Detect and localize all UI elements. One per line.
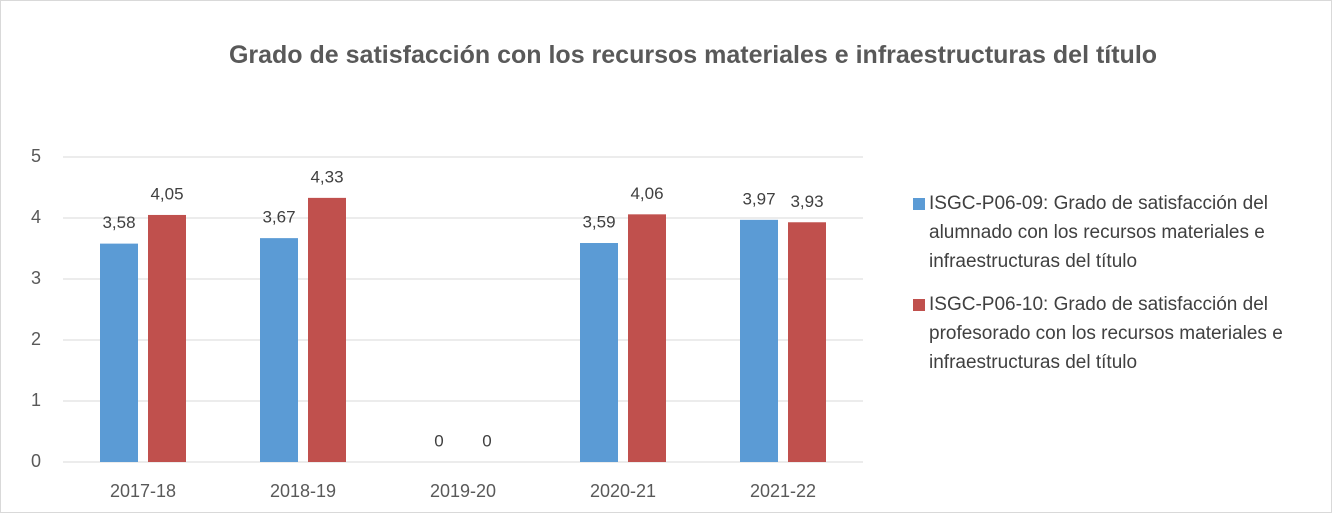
y-tick-label: 0 — [31, 451, 41, 471]
data-label: 4,33 — [310, 167, 343, 186]
y-tick-label: 3 — [31, 268, 41, 288]
legend-swatch — [913, 299, 925, 311]
bar — [580, 243, 618, 462]
y-tick-label: 5 — [31, 146, 41, 166]
x-tick-label: 2018-19 — [270, 481, 336, 501]
legend-item: ISGC-P06-09: Grado de satisfacción del a… — [913, 189, 1299, 276]
chart-title: Grado de satisfacción con los recursos m… — [228, 41, 1158, 69]
bar — [740, 219, 778, 462]
bar — [628, 214, 666, 462]
data-label: 3,59 — [582, 212, 615, 231]
data-label: 3,93 — [790, 192, 823, 211]
data-label: 3,58 — [102, 213, 135, 232]
y-tick-label: 1 — [31, 390, 41, 410]
bar — [148, 214, 186, 462]
bar — [788, 222, 826, 462]
legend: ISGC-P06-09: Grado de satisfacción del a… — [913, 189, 1313, 391]
x-tick-label: 2021-22 — [750, 481, 816, 501]
legend-label: ISGC-P06-09: Grado de satisfacción del a… — [929, 193, 1269, 272]
legend-item: ISGC-P06-10: Grado de satisfacción del p… — [913, 290, 1299, 377]
legend-label: ISGC-P06-10: Grado de satisfacción del p… — [929, 294, 1283, 373]
y-tick-label: 2 — [31, 329, 41, 349]
bar — [100, 243, 138, 462]
data-label: 0 — [434, 431, 443, 450]
x-tick-label: 2019-20 — [430, 481, 496, 501]
legend-swatch — [913, 198, 925, 210]
data-label: 4,06 — [630, 184, 663, 203]
data-label: 0 — [482, 431, 491, 450]
data-label: 4,05 — [150, 184, 183, 203]
x-tick-label: 2020-21 — [590, 481, 656, 501]
bar — [308, 197, 346, 462]
x-tick-label: 2017-18 — [110, 481, 176, 501]
bar — [260, 238, 298, 462]
data-label: 3,97 — [742, 189, 775, 208]
data-label: 3,67 — [262, 208, 295, 227]
y-tick-label: 4 — [31, 207, 41, 227]
